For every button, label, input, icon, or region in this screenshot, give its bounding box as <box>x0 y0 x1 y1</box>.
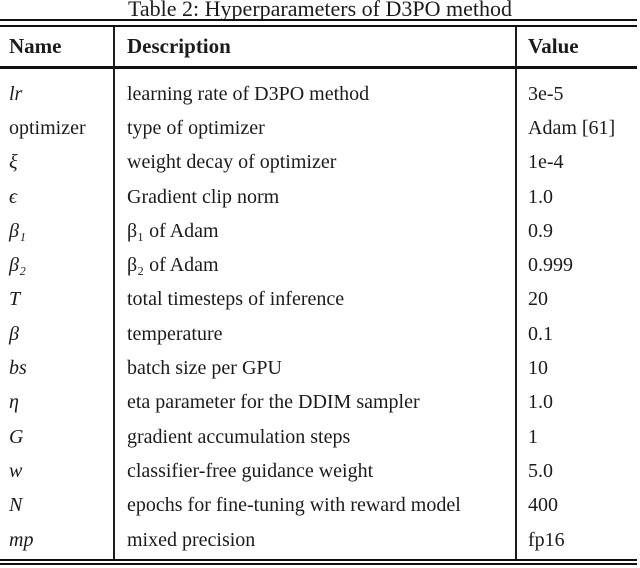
param-description-cell: learning rate of D3PO method <box>127 82 370 105</box>
param-value-cell: 3e-5 <box>528 82 564 105</box>
param-value-cell: 400 <box>528 494 558 517</box>
table-row: T total timesteps of inference 20 <box>0 283 640 317</box>
header-name: Name <box>9 34 62 58</box>
param-value-cell: 10 <box>528 357 548 380</box>
table-row: optimizer type of optimizer Adam [61] <box>0 111 640 145</box>
param-name-cell: β <box>9 322 19 345</box>
param-name-cell: T <box>9 288 21 311</box>
table-header-row: Name Description Value <box>0 27 640 66</box>
bottom-rule-outer <box>0 563 637 565</box>
table-row: N epochs for fine-tuning with reward mod… <box>0 489 640 523</box>
header-separator-rule <box>0 66 637 69</box>
param-description-cell: total timesteps of inference <box>127 288 345 311</box>
param-description-cell: mixed precision <box>127 528 256 551</box>
param-value-cell: 1.0 <box>528 185 553 208</box>
param-description-cell: Gradient clip norm <box>127 185 280 208</box>
param-value-cell: 5.0 <box>528 459 553 482</box>
table-body: lr learning rate of D3PO method 3e-5 opt… <box>0 77 640 557</box>
table-row: lr learning rate of D3PO method 3e-5 <box>0 77 640 111</box>
table-row: η eta parameter for the DDIM sampler 1.0 <box>0 386 640 420</box>
table-row: ϵ Gradient clip norm 1.0 <box>0 180 640 214</box>
param-name-cell: lr <box>9 82 23 105</box>
param-description-cell: batch size per GPU <box>127 357 282 380</box>
param-name-cell: mp <box>9 528 34 551</box>
param-name-cell: ϵ <box>9 185 18 208</box>
header-value: Value <box>528 34 579 58</box>
param-description-cell: type of optimizer <box>127 116 265 139</box>
param-name-cell: η <box>9 391 19 414</box>
param-name-cell: β₁ <box>9 219 26 242</box>
param-value-cell: 1 <box>528 425 538 448</box>
table-row: β₂ β₂ of Adam 0.999 <box>0 248 640 282</box>
param-value-cell: 0.1 <box>528 322 553 345</box>
header-description: Description <box>127 34 231 58</box>
param-value-cell: 0.999 <box>528 254 573 277</box>
param-value-cell: 0.9 <box>528 219 553 242</box>
param-name-cell: bs <box>9 357 27 380</box>
param-description-cell: β₂ of Adam <box>127 254 219 277</box>
column-rule-name-description <box>113 27 115 559</box>
param-value-cell: 1e-4 <box>528 151 564 174</box>
param-name-cell: optimizer <box>9 116 86 139</box>
param-description-cell: eta parameter for the DDIM sampler <box>127 391 420 414</box>
table-row: ξ weight decay of optimizer 1e-4 <box>0 146 640 180</box>
param-description-cell: classifier-free guidance weight <box>127 459 374 482</box>
param-description-cell: epochs for fine-tuning with reward model <box>127 494 461 517</box>
table-row: bs batch size per GPU 10 <box>0 351 640 385</box>
param-description-cell: gradient accumulation steps <box>127 425 351 448</box>
table-row: mp mixed precision fp16 <box>0 523 640 557</box>
table-row: β₁ β₁ of Adam 0.9 <box>0 214 640 248</box>
table-row: β temperature 0.1 <box>0 317 640 351</box>
table-row: w classifier-free guidance weight 5.0 <box>0 454 640 488</box>
param-name-cell: ξ <box>9 151 18 174</box>
table-caption: Table 2: Hyperparameters of D3PO method <box>128 0 512 21</box>
param-value-cell: 20 <box>528 288 548 311</box>
column-rule-description-value <box>515 27 517 559</box>
bottom-rule-inner <box>0 559 637 561</box>
param-name-cell: N <box>9 494 23 517</box>
param-name-cell: G <box>9 425 24 448</box>
param-name-cell: w <box>9 459 23 482</box>
param-value-cell: 1.0 <box>528 391 553 414</box>
param-name-cell: β₂ <box>9 254 26 277</box>
param-description-cell: temperature <box>127 322 223 345</box>
param-value-cell: Adam [61] <box>528 116 616 139</box>
param-value-cell: fp16 <box>528 528 565 551</box>
table-row: G gradient accumulation steps 1 <box>0 420 640 454</box>
param-description-cell: weight decay of optimizer <box>127 151 337 174</box>
top-rule-outer <box>0 19 637 21</box>
top-rule-inner <box>0 25 637 27</box>
param-description-cell: β₁ of Adam <box>127 219 219 242</box>
